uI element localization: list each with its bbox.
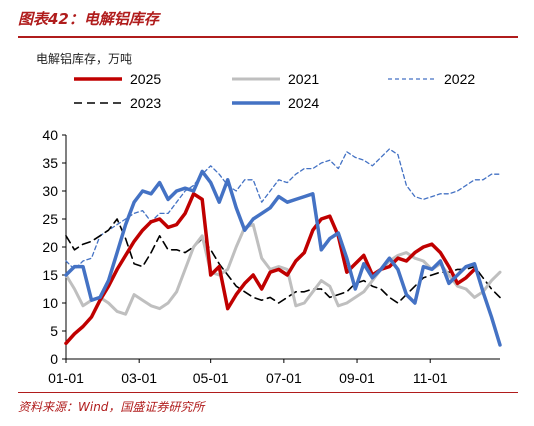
y-tick-label: 20 — [42, 239, 58, 255]
legend-label-2025: 2025 — [130, 71, 161, 87]
source-rule — [18, 392, 518, 393]
y-tick-label: 25 — [42, 211, 58, 227]
series-line-2022 — [65, 148, 501, 271]
series-line-2023 — [65, 218, 501, 304]
chart-legend: 2025 2021 2022 2023 2024 — [74, 71, 475, 111]
x-tick-label: 11-01 — [413, 370, 448, 386]
y-tick-label: 30 — [42, 183, 58, 199]
y-tick-label: 5 — [50, 323, 58, 339]
figure-title: 图表42：电解铝库存 — [18, 10, 159, 28]
y-tick-label: 15 — [42, 267, 58, 283]
series-line-2024 — [64, 169, 502, 347]
source-note: 资料来源：Wind，国盛证券研究所 — [18, 400, 205, 414]
y-tick-label: 40 — [42, 127, 58, 143]
x-tick-label: 03-01 — [121, 370, 157, 386]
chart-series — [64, 148, 502, 347]
legend-label-2022: 2022 — [444, 71, 475, 87]
x-tick-label: 09-01 — [339, 370, 375, 386]
y-tick-label: 10 — [42, 295, 58, 311]
x-tick-label: 05-01 — [193, 370, 229, 386]
chart-axes: 0 5 10 15 20 25 30 35 40 01-01 03-01 05-01 07-01 09-0… — [42, 127, 500, 386]
y-tick-label: 0 — [50, 351, 58, 367]
unit-label: 电解铝库存，万吨 — [36, 52, 133, 66]
x-tick-label: 01-01 — [48, 370, 84, 386]
series-line-2021 — [64, 223, 502, 316]
series-line-2025 — [64, 192, 477, 346]
y-tick-label: 35 — [42, 155, 58, 171]
legend-label-2021: 2021 — [288, 71, 319, 87]
x-tick-label: 07-01 — [266, 370, 302, 386]
legend-label-2023: 2023 — [130, 95, 161, 111]
title-rule — [18, 36, 518, 38]
legend-label-2024: 2024 — [288, 95, 319, 111]
